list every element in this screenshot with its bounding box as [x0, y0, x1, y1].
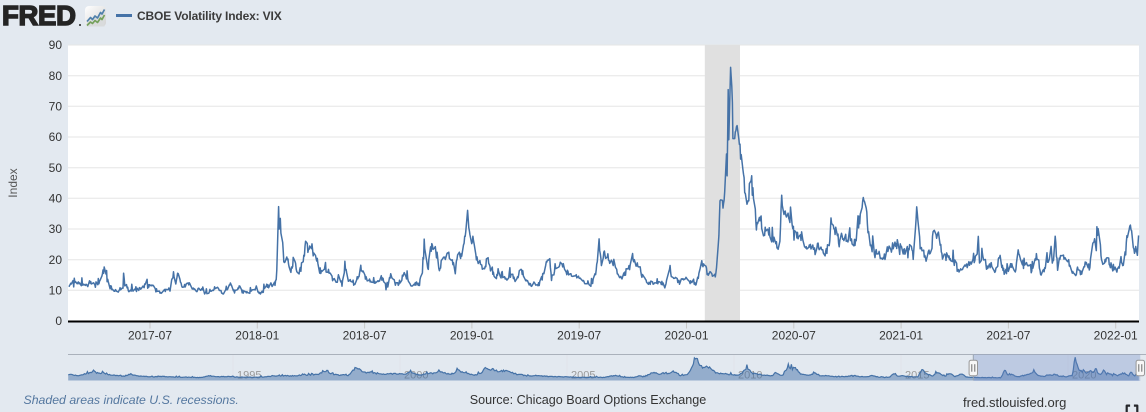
- svg-text:20: 20: [49, 253, 63, 267]
- svg-text:2018-07: 2018-07: [343, 329, 387, 343]
- svg-text:90: 90: [49, 38, 63, 52]
- svg-text:2020-01: 2020-01: [664, 329, 708, 343]
- svg-text:2021-07: 2021-07: [986, 329, 1030, 343]
- svg-text:0: 0: [55, 314, 62, 328]
- svg-text:2018-01: 2018-01: [235, 329, 279, 343]
- svg-text:2022-01: 2022-01: [1094, 329, 1138, 343]
- svg-text:10: 10: [49, 284, 63, 298]
- svg-text:2019-07: 2019-07: [557, 329, 601, 343]
- svg-text:2021-01: 2021-01: [879, 329, 923, 343]
- svg-text:30: 30: [49, 222, 63, 236]
- svg-text:70: 70: [49, 100, 63, 114]
- svg-text:50: 50: [49, 161, 63, 175]
- svg-text:60: 60: [49, 130, 63, 144]
- svg-text:80: 80: [49, 69, 63, 83]
- svg-text:40: 40: [49, 192, 63, 206]
- svg-text:2020-07: 2020-07: [772, 329, 816, 343]
- svg-text:2019-01: 2019-01: [450, 329, 494, 343]
- svg-text:Index: Index: [6, 168, 20, 197]
- svg-text:2017-07: 2017-07: [128, 329, 172, 343]
